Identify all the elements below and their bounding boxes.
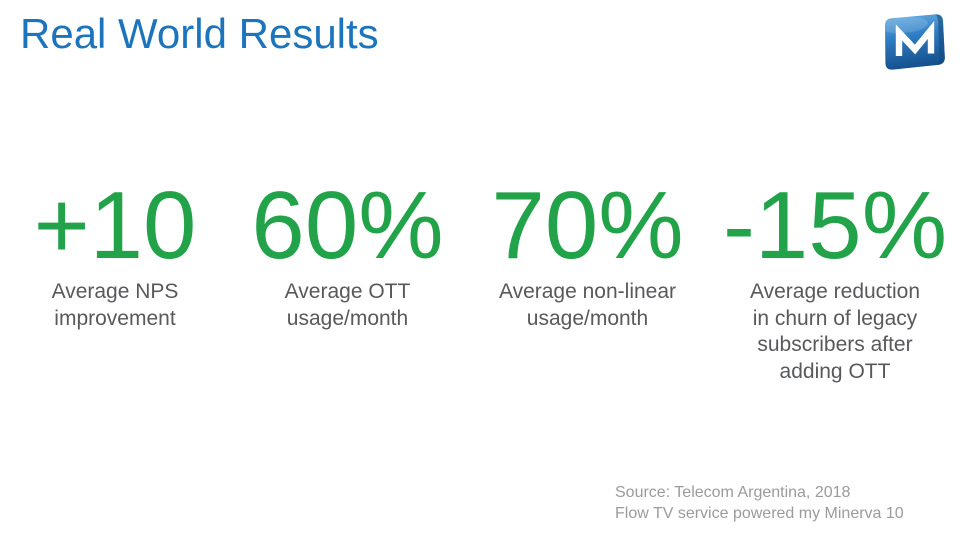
source-note: Source: Telecom Argentina, 2018 Flow TV …: [615, 482, 904, 524]
logo-m-glyph: [895, 21, 935, 56]
stat-column-nonlinear: 70% Average non-linear usage/month: [465, 178, 710, 332]
stat-column-ott-usage: 60% Average OTT usage/month: [230, 178, 465, 332]
stats-row: +10 Average NPS improvement 60% Average …: [0, 178, 960, 385]
stat-value-churn: -15%: [722, 172, 948, 279]
stat-value-nps: +10: [33, 172, 197, 279]
stat-column-churn: -15% Average reduction in churn of legac…: [710, 178, 960, 385]
stat-column-nps: +10 Average NPS improvement: [0, 178, 230, 332]
minerva-logo: [876, 10, 948, 78]
source-line-1: Source: Telecom Argentina, 2018: [615, 484, 851, 501]
source-line-2: Flow TV service powered my Minerva 10: [615, 505, 904, 522]
slide-title: Real World Results: [20, 10, 379, 57]
logo-screen-shape: [880, 14, 945, 70]
stat-caption-nonlinear: Average non-linear usage/month: [498, 280, 677, 330]
stat-caption-nps: Average NPS improvement: [51, 280, 179, 330]
stat-value-nonlinear: 70%: [491, 172, 684, 279]
stat-caption-ott-usage: Average OTT usage/month: [284, 280, 411, 330]
minerva-logo-icon: [880, 14, 945, 70]
stat-caption-churn: Average reduction in churn of legacy sub…: [749, 280, 921, 383]
stat-value-ott-usage: 60%: [251, 172, 444, 279]
